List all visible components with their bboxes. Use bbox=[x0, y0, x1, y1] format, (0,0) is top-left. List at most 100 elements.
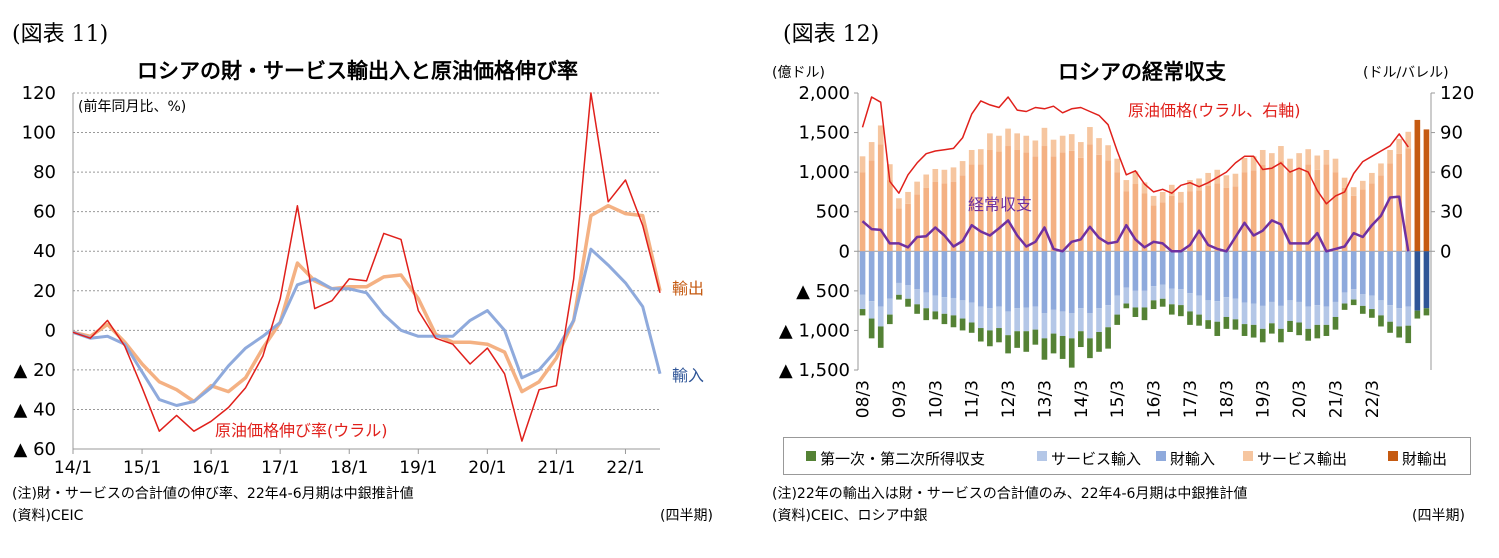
bar-income bbox=[1314, 324, 1321, 339]
bar-service-export bbox=[1323, 149, 1330, 165]
bar-income bbox=[1296, 322, 1302, 336]
bar-goods-import bbox=[1023, 251, 1030, 308]
bar-service-import bbox=[1105, 305, 1111, 328]
left-x-tick-label: 14/1 bbox=[54, 458, 92, 478]
bar-goods-import bbox=[1150, 251, 1157, 287]
bar-income bbox=[1023, 331, 1030, 352]
bar-goods-import bbox=[977, 251, 984, 307]
bar-service-import bbox=[1241, 302, 1248, 325]
bar-service-export bbox=[1350, 187, 1357, 196]
bar-income bbox=[941, 313, 948, 325]
bar-service-export bbox=[1132, 171, 1139, 185]
export-series-label: 輸出 bbox=[672, 279, 705, 298]
bar-income bbox=[1414, 310, 1421, 319]
bar-service-export bbox=[1405, 131, 1412, 149]
bar-goods-export bbox=[1014, 149, 1020, 252]
bar-goods-export bbox=[1332, 172, 1339, 252]
bar-income bbox=[1423, 308, 1430, 316]
bar-goods-import bbox=[987, 251, 993, 309]
bar-service-import bbox=[1305, 306, 1312, 329]
bar-service-import bbox=[1387, 305, 1393, 322]
bar-goods-export bbox=[1369, 183, 1375, 252]
bar-service-export bbox=[1068, 134, 1075, 151]
left-x-tick-label: 17/1 bbox=[261, 458, 299, 478]
bar-goods-import bbox=[1041, 251, 1048, 314]
bar-goods-export bbox=[1296, 167, 1302, 252]
right-y-tick-label: 1,000 bbox=[798, 162, 850, 183]
bar-goods-import bbox=[1314, 251, 1321, 306]
left-y-tick-label: 0 bbox=[45, 320, 56, 341]
bar-service-export bbox=[1196, 178, 1202, 191]
fig-12-label: (図表 12) bbox=[783, 22, 880, 47]
bar-service-export bbox=[1023, 135, 1030, 153]
bar-goods-export bbox=[877, 144, 884, 252]
bar-service-import bbox=[959, 300, 966, 319]
bar-service-import bbox=[1005, 311, 1011, 336]
bar-goods-import bbox=[1214, 251, 1221, 302]
bar-service-export bbox=[877, 125, 884, 145]
bar-income bbox=[1332, 316, 1339, 330]
right-y2-tick-label: 60 bbox=[1440, 162, 1463, 183]
bar-service-export bbox=[1114, 158, 1121, 173]
bar-income bbox=[950, 315, 957, 328]
bar-goods-export bbox=[1105, 160, 1111, 252]
bar-goods-import bbox=[868, 251, 875, 302]
right-x-tick-label: 09/3 bbox=[890, 380, 910, 418]
bar-income bbox=[1396, 326, 1402, 338]
bar-goods-export bbox=[1196, 190, 1202, 252]
right-x-tick-label: 22/3 bbox=[1363, 380, 1383, 418]
bar-income bbox=[1014, 331, 1020, 348]
right-y-tick-label: 2,000 bbox=[798, 83, 850, 104]
bar-goods-import bbox=[1359, 251, 1366, 295]
bar-goods-export bbox=[1305, 164, 1312, 252]
bar-service-export bbox=[1269, 153, 1275, 168]
legend-swatch-service-import bbox=[1037, 451, 1047, 461]
legend-swatch-goods-import bbox=[1156, 451, 1166, 461]
bar-goods-import bbox=[1296, 251, 1302, 302]
left-note: (注)財・サービスの合計値の伸び率、22年4-6月期は中銀推計値 bbox=[12, 486, 414, 502]
bar-service-import bbox=[914, 289, 920, 305]
bar-service-export bbox=[1178, 191, 1184, 203]
bar-goods-export bbox=[941, 183, 948, 252]
bar-goods-export bbox=[1068, 150, 1075, 252]
bar-goods-import bbox=[1132, 251, 1139, 291]
bar-service-import bbox=[877, 306, 884, 327]
bar-income bbox=[1305, 328, 1312, 341]
right-x-tick-label: 18/3 bbox=[1217, 380, 1237, 418]
right-y-tick-label: 1,500 bbox=[798, 123, 850, 144]
bar-goods-export bbox=[977, 164, 984, 252]
bar-service-export bbox=[1287, 158, 1293, 173]
right-x-tick-label: 08/3 bbox=[854, 380, 874, 418]
bar-service-export bbox=[868, 142, 875, 161]
bar-goods-export bbox=[1150, 205, 1157, 252]
bar-goods-import bbox=[1123, 251, 1130, 288]
right-x-tick-label: 12/3 bbox=[999, 380, 1019, 418]
right-chart-title: ロシアの経常収支 bbox=[1058, 60, 1226, 84]
bar-goods-export bbox=[1223, 187, 1230, 252]
bar-goods-import bbox=[1168, 251, 1175, 289]
bar-goods-import bbox=[1205, 251, 1211, 301]
bar-income bbox=[1232, 319, 1239, 330]
right-y2-tick-label: 120 bbox=[1440, 83, 1474, 104]
bar-goods-import bbox=[1405, 251, 1412, 307]
bar-goods-export bbox=[987, 149, 993, 252]
bar-service-export bbox=[932, 168, 939, 182]
legend-service-import: サービス輸入 bbox=[1051, 450, 1142, 468]
bar-service-export bbox=[968, 149, 975, 165]
bar-goods-export bbox=[1259, 165, 1266, 252]
bar-service-export bbox=[1214, 169, 1221, 184]
bar-goods-export bbox=[1205, 185, 1211, 252]
bar-goods-export bbox=[1050, 156, 1057, 252]
bar-goods-export bbox=[1232, 186, 1239, 252]
bar-income bbox=[1241, 324, 1248, 336]
bar-service-import bbox=[1405, 306, 1412, 326]
bar-income bbox=[1005, 335, 1011, 354]
bar-service-import bbox=[859, 294, 866, 310]
bar-income bbox=[887, 314, 893, 325]
bar-goods-export bbox=[1178, 202, 1184, 252]
bar-service-import bbox=[1223, 297, 1230, 317]
bar-goods-export bbox=[996, 151, 1002, 252]
bar-service-import bbox=[1314, 305, 1321, 325]
bar-service-import bbox=[1096, 308, 1102, 333]
